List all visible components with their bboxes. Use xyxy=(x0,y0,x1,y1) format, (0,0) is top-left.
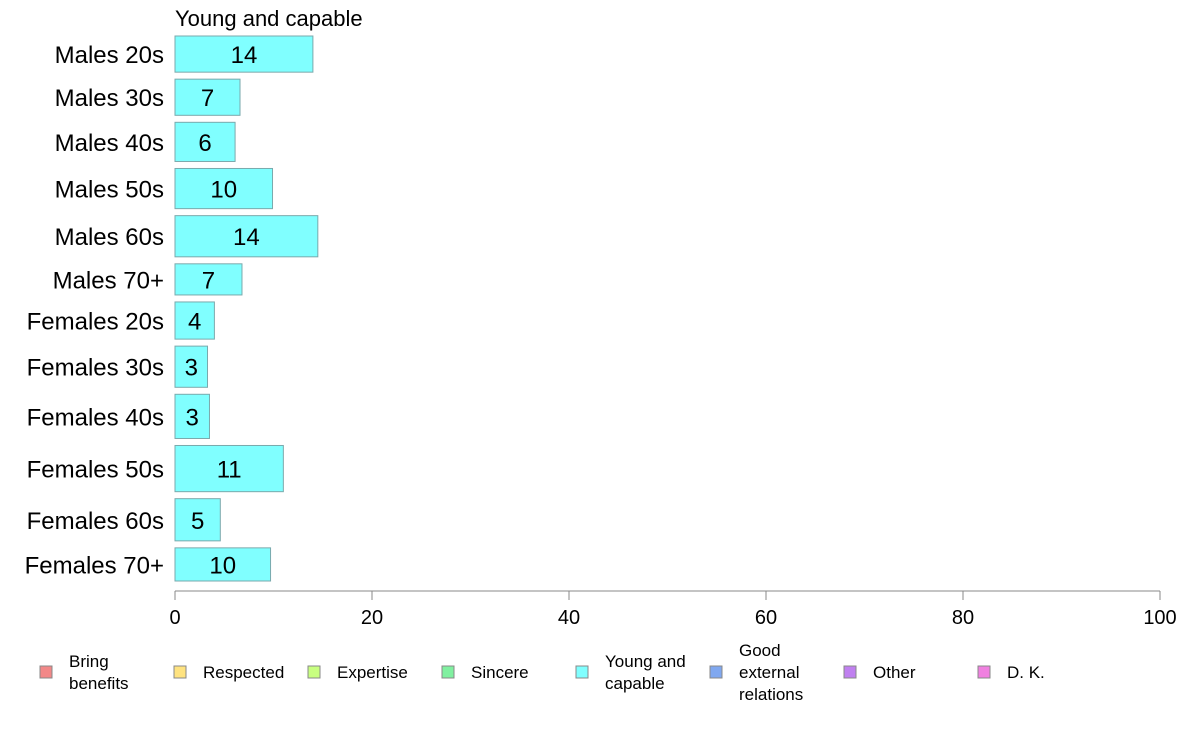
chart-title: Young and capable xyxy=(175,6,363,31)
category-label: Females 70+ xyxy=(25,552,164,579)
bar xyxy=(174,35,314,73)
legend-swatch xyxy=(843,665,857,679)
legend-label: Sincere xyxy=(471,663,529,682)
legend-swatch xyxy=(575,665,589,679)
x-tick-label: 20 xyxy=(361,607,383,629)
bar xyxy=(174,263,243,296)
bar-value-label: 6 xyxy=(198,130,211,157)
legend-swatch xyxy=(977,665,991,679)
category-labels: Males 20s Males 30s Males 40s Males 50s Male… xyxy=(25,42,164,579)
bar-value-label: 4 xyxy=(188,309,201,336)
bar-value-label: 10 xyxy=(209,552,236,579)
legend-label: Bring benefits xyxy=(69,652,129,693)
bar xyxy=(174,78,241,116)
legend-swatch xyxy=(173,665,187,679)
category-label: Females 50s xyxy=(27,457,164,484)
legend-label: Young and capable xyxy=(605,652,686,693)
legend-label: D. K. xyxy=(1007,663,1045,682)
category-label: Males 60s xyxy=(55,224,164,251)
legend-swatch xyxy=(709,665,723,679)
x-tick-label: 80 xyxy=(952,607,974,629)
bar-value-label: 14 xyxy=(233,224,260,251)
bar xyxy=(174,547,272,582)
bar xyxy=(174,444,284,493)
bar-value-label: 7 xyxy=(201,85,214,112)
x-tick-label: 40 xyxy=(558,607,580,629)
category-label: Females 40s xyxy=(27,404,164,431)
category-label: Females 60s xyxy=(27,508,164,535)
legend-swatch xyxy=(441,665,455,679)
legend-label: Other xyxy=(873,663,916,682)
bar-value-label: 14 xyxy=(231,42,258,69)
bar xyxy=(174,393,210,439)
x-axis: 0 20 40 60 80 100 xyxy=(169,590,1177,629)
x-tick-label: 60 xyxy=(755,607,777,629)
category-label: Males 20s xyxy=(55,42,164,69)
category-label: Males 70+ xyxy=(53,267,164,294)
bar xyxy=(174,121,236,162)
bar xyxy=(174,167,274,210)
legend-label: Expertise xyxy=(337,663,408,682)
bar xyxy=(174,215,319,258)
legend: Bring benefits Respected Expertise Sincere Yo… xyxy=(39,641,1045,704)
legend-swatch xyxy=(39,665,53,679)
bar xyxy=(174,498,221,542)
category-label: Females 30s xyxy=(27,355,164,382)
x-tick-label: 100 xyxy=(1143,607,1176,629)
bar-value-label: 7 xyxy=(202,267,215,294)
bar xyxy=(174,301,215,340)
category-label: Females 20s xyxy=(27,309,164,336)
bar-value-label: 10 xyxy=(210,177,237,204)
x-tick-label: 0 xyxy=(169,607,180,629)
bar-value-label: 3 xyxy=(186,404,199,431)
legend-label: Good external relations xyxy=(739,641,803,704)
category-label: Males 50s xyxy=(55,177,164,204)
bar-value-label: 11 xyxy=(217,457,242,484)
bar xyxy=(174,345,209,388)
category-label: Males 30s xyxy=(55,85,164,112)
category-label: Males 40s xyxy=(55,130,164,157)
bar-value-label: 5 xyxy=(191,508,204,535)
legend-swatch xyxy=(307,665,321,679)
legend-label: Respected xyxy=(203,663,284,682)
bar-value-label: 3 xyxy=(185,355,198,382)
